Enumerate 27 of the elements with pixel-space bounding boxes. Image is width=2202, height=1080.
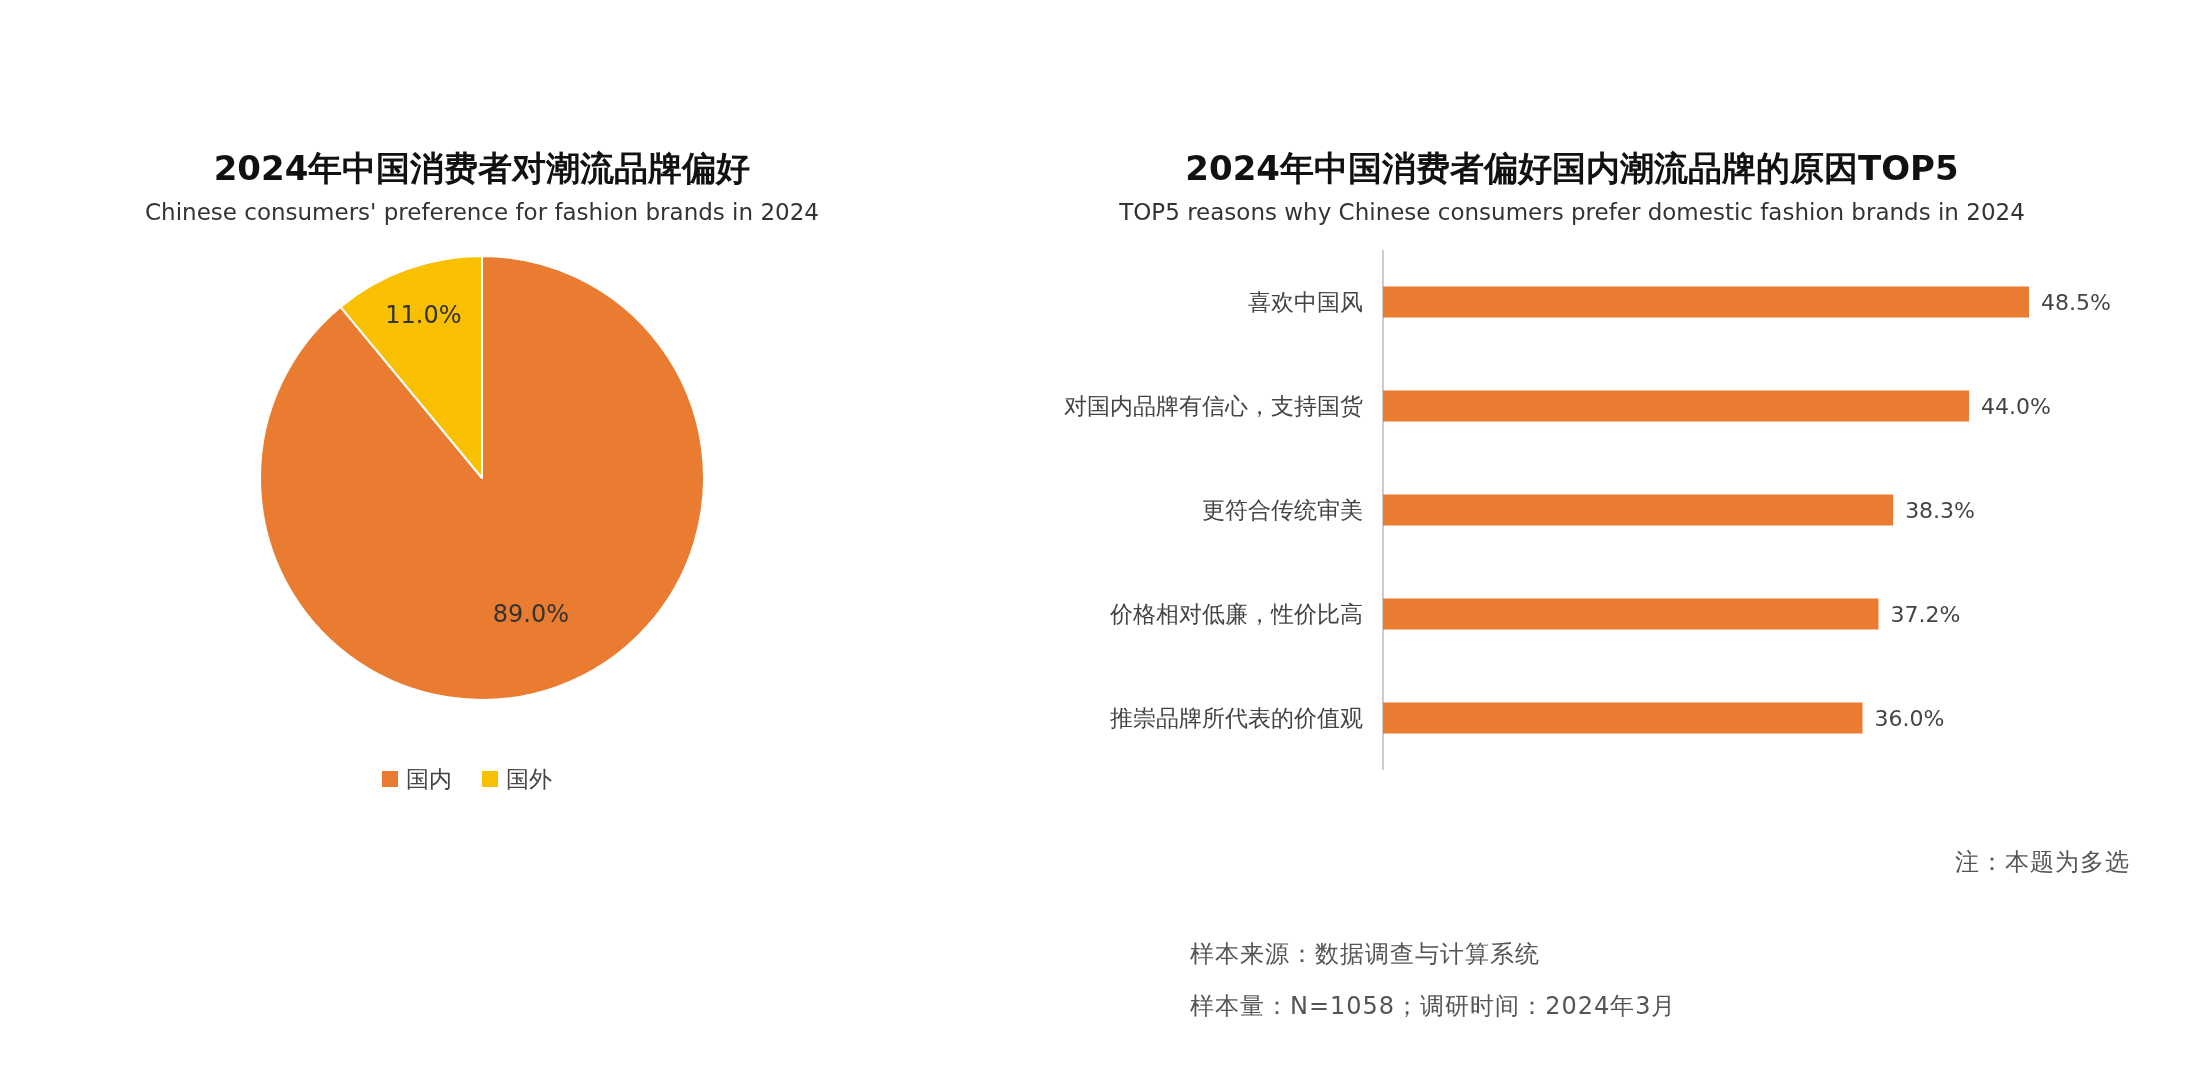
data-label: 37.2% (1890, 602, 1961, 627)
data-label: 36.0% (1874, 706, 1945, 731)
bar (1383, 390, 1970, 422)
y-tick-label: 更符合传统审美 (1202, 497, 1363, 523)
text: 样本来源：数据调查与计算系统 (1190, 940, 1540, 968)
bar (1383, 286, 2029, 318)
legend-label: 国内 (406, 766, 452, 792)
chart-title: 2024年中国消费者偏好国内潮流品牌的原因TOP5 (1185, 148, 1959, 188)
data-label: 38.3% (1905, 498, 1976, 523)
chart-subtitle: Chinese consumers' preference for fashion brands in 2024 (145, 199, 819, 225)
data-label: 48.5% (2041, 290, 2111, 315)
y-tick-label: 喜欢中国风 (1248, 289, 1363, 315)
data-label: 89.0% (492, 599, 569, 628)
y-tick-label: 推崇品牌所代表的价值观 (1110, 705, 1363, 731)
legend-label: 国外 (506, 766, 552, 792)
bar (1383, 702, 1863, 734)
text: 注：本题为多选 (1955, 848, 2130, 876)
data-label: 11.0% (385, 301, 462, 330)
bar (1383, 494, 1894, 526)
chart-subtitle: TOP5 reasons why Chinese consumers prefer domestic fashion brands in 2024 (1118, 199, 2025, 225)
pie-slice (259, 255, 705, 701)
y-tick-label: 价格相对低廉，性价比高 (1109, 601, 1363, 627)
text: 样本量：N=1058；调研时间：2024年3月 (1190, 992, 1677, 1020)
chart-title: 2024年中国消费者对潮流品牌偏好 (213, 148, 751, 188)
data-label: 44.0% (1981, 394, 2051, 419)
y-tick-label: 对国内品牌有信心，支持国货 (1064, 393, 1363, 419)
bar (1383, 598, 1879, 630)
